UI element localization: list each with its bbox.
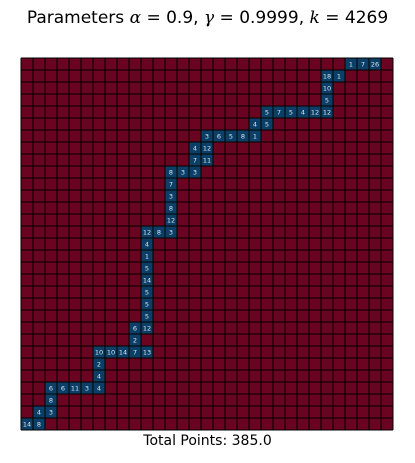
path-cell-value: 4 [97,373,101,381]
path-cell-value: 5 [265,109,269,117]
total-points-value: 385.0 [232,433,272,449]
path-cell-value: 8 [157,229,161,237]
heatmap-background [21,58,393,430]
path-cell-value: 12 [203,145,211,153]
x-axis-label: Total Points: 385.0 [0,433,415,449]
path-cell-value: 12 [323,109,331,117]
path-cell-value: 6 [61,385,65,393]
path-cell-value: 12 [143,325,151,333]
path-cell-value: 4 [145,241,149,249]
path-cell-value: 10 [323,85,331,93]
path-cell-value: 7 [193,157,197,165]
path-cell-value: 3 [181,169,185,177]
path-cell-value: 6 [49,385,53,393]
path-cell-value: 6 [133,325,137,333]
path-cell-value: 8 [241,133,245,141]
path-cell-value: 3 [205,133,209,141]
path-cell-value: 12 [311,109,319,117]
path-cell-value: 5 [145,265,149,273]
path-cell-value: 14 [119,349,127,357]
path-cell-value: 1 [253,133,257,141]
xlabel-prefix: Total Points: [143,433,227,449]
path-cell-value: 10 [95,349,103,357]
path-cell-value: 3 [193,169,197,177]
path-cell-value: 8 [37,421,41,429]
path-cell-value: 14 [23,421,31,429]
path-cell-value: 11 [203,157,211,165]
path-cell-value: 5 [325,97,329,105]
path-cell-value: 13 [143,349,151,357]
path-cell-value: 8 [49,397,53,405]
path-cell-value: 4 [193,145,197,153]
path-cell-value: 1 [349,61,353,69]
path-cell-value: 5 [265,121,269,129]
path-cell-value: 3 [169,229,173,237]
path-cell-value: 12 [167,217,175,225]
path-cell-value: 5 [229,133,233,141]
path-cell-value: 26 [371,61,379,69]
path-cell-value: 11 [71,385,79,393]
path-cell-value: 7 [133,349,137,357]
path-cell-value: 7 [169,181,173,189]
path-cell-value: 8 [169,169,173,177]
path-cell-value: 3 [85,385,89,393]
path-cell-value: 8 [169,205,173,213]
path-cell-value: 2 [97,361,101,369]
path-cell-value: 1 [337,73,341,81]
path-cell-value: 5 [289,109,293,117]
path-cell-value: 3 [49,409,53,417]
path-cell-value: 5 [145,301,149,309]
path-cell-value: 5 [145,313,149,321]
path-cell-value: 7 [361,61,365,69]
path-cell-value: 4 [253,121,257,129]
path-cell-value: 7 [277,109,281,117]
path-cell-value: 2 [133,337,137,345]
path-cell-value: 5 [145,289,149,297]
path-cell-value: 6 [217,133,221,141]
path-cell-value: 18 [323,73,331,81]
path-cell-value: 3 [169,193,173,201]
path-cell-value: 10 [107,349,115,357]
path-cell-value: 14 [143,277,151,285]
path-cell-value: 1 [145,253,149,261]
path-cell-value: 4 [97,385,101,393]
path-cell-value: 12 [143,229,151,237]
path-cell-value: 4 [301,109,305,117]
path-cell-value: 4 [37,409,41,417]
